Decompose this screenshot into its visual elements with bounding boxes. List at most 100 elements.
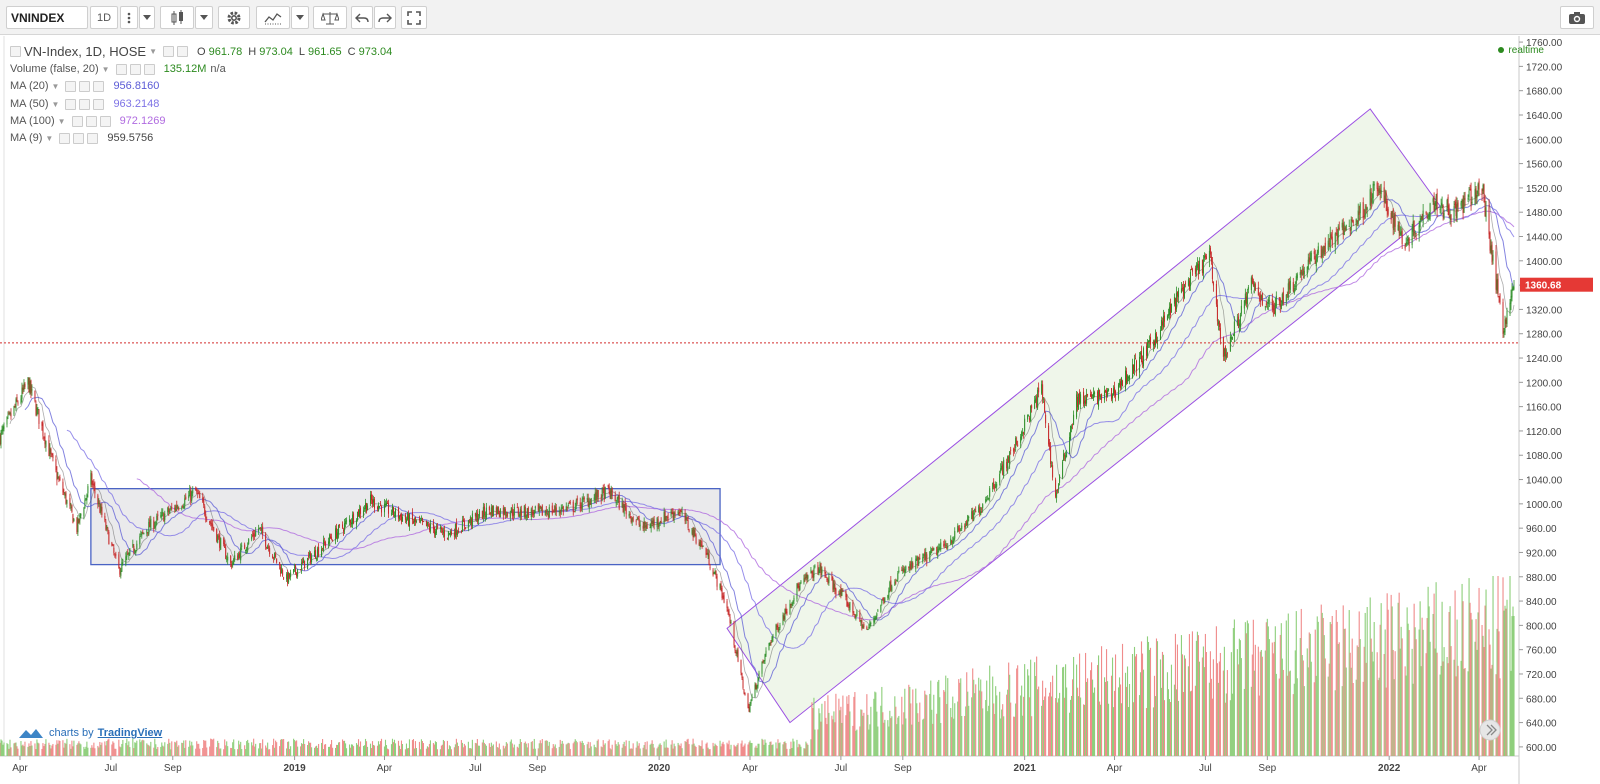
undo-icon[interactable]: [351, 6, 373, 29]
candle-body: [343, 529, 345, 532]
volume-bar: [1274, 626, 1276, 756]
tradingview-link[interactable]: TradingView: [97, 727, 163, 739]
candle-body: [869, 622, 871, 628]
volume-bar: [741, 740, 743, 756]
dropdown-arrow-icon[interactable]: [139, 6, 155, 29]
compare-icon[interactable]: [313, 6, 347, 29]
dropdown-arrow-icon[interactable]: ▼: [149, 47, 158, 56]
candle-body: [1084, 400, 1086, 404]
volume-bar: [1195, 640, 1197, 756]
candle-body: [1022, 432, 1024, 434]
more-vertical-icon[interactable]: [120, 6, 138, 29]
candles-icon[interactable]: [160, 6, 194, 29]
settings-icon[interactable]: [73, 132, 85, 144]
close-icon[interactable]: [93, 98, 105, 110]
candle-body: [812, 573, 814, 579]
camera-icon[interactable]: [1560, 6, 1594, 29]
volume-bar: [622, 744, 624, 756]
volume-bar: [896, 724, 898, 756]
volume-bar: [852, 725, 854, 756]
candle-body: [845, 590, 847, 598]
symbol-search-input[interactable]: VNINDEX: [6, 6, 88, 29]
eye-icon[interactable]: [65, 98, 77, 110]
candle-body: [227, 556, 229, 561]
y-tick-label: 1200.00: [1526, 378, 1563, 389]
candle-body: [834, 584, 836, 591]
candle-body: [1499, 294, 1501, 303]
dropdown-arrow-icon[interactable]: ▼: [57, 116, 66, 126]
candle-body: [1422, 210, 1424, 223]
eye-icon[interactable]: [65, 80, 77, 92]
fullscreen-icon[interactable]: [401, 6, 427, 29]
settings-icon[interactable]: [79, 80, 91, 92]
candle-body: [527, 507, 529, 518]
candle-body: [1030, 405, 1032, 422]
candle-body: [768, 643, 770, 650]
volume-bar: [869, 724, 871, 756]
settings-icon[interactable]: [79, 98, 91, 110]
volume-bar: [1342, 605, 1344, 756]
eye-icon[interactable]: [115, 63, 127, 75]
dropdown-arrow-icon[interactable]: [291, 6, 309, 29]
volume-bar: [1072, 679, 1074, 756]
candle-body: [469, 517, 471, 524]
volume-bar: [1250, 686, 1252, 756]
candle-body: [666, 516, 668, 518]
dropdown-arrow-icon[interactable]: ▼: [51, 99, 60, 109]
close-icon[interactable]: [87, 132, 99, 144]
redo-icon[interactable]: [374, 6, 396, 29]
candle-body: [387, 503, 389, 514]
price-chart[interactable]: 600.00640.00680.00720.00760.00800.00840.…: [0, 36, 1600, 784]
candle-body: [198, 492, 200, 494]
dropdown-arrow-icon[interactable]: [195, 6, 213, 29]
volume-bar: [842, 695, 844, 756]
close-icon[interactable]: [143, 63, 155, 75]
volume-bar: [1499, 678, 1501, 756]
volume-bar: [399, 749, 402, 756]
candle-body: [282, 569, 284, 576]
close-icon[interactable]: [93, 80, 105, 92]
candle-body: [266, 547, 268, 549]
volume-bar: [1470, 612, 1472, 756]
settings-icon[interactable]: [85, 115, 97, 127]
dropdown-arrow-icon[interactable]: ▼: [45, 133, 54, 143]
candle-body: [51, 453, 53, 455]
indicators-icon[interactable]: [256, 6, 290, 29]
candle-body: [975, 511, 977, 513]
volume-bar: [597, 739, 599, 756]
settings-icon[interactable]: [129, 63, 141, 75]
eye-icon[interactable]: [71, 115, 83, 127]
chart-area[interactable]: 600.00 640.00 680.00 720.00 760.00 800.00 840.…: [0, 36, 1600, 784]
candle-body: [154, 525, 156, 528]
dropdown-arrow-icon[interactable]: ▼: [51, 81, 60, 91]
volume-bar: [562, 743, 564, 756]
close-icon[interactable]: [99, 115, 111, 127]
gear-icon[interactable]: [218, 6, 250, 29]
candle-body: [1483, 184, 1485, 202]
candle-body: [707, 552, 709, 557]
volume-bar: [943, 690, 945, 756]
volume-bar: [631, 748, 633, 756]
candle-body: [1401, 231, 1403, 245]
eye-icon[interactable]: [59, 132, 71, 144]
volume-bar: [1285, 620, 1287, 756]
volume-bar: [1399, 648, 1401, 756]
interval-button[interactable]: 1D: [90, 6, 118, 29]
settings-icon[interactable]: [177, 46, 189, 57]
collapse-icon[interactable]: [10, 46, 21, 57]
volume-bar: [511, 743, 513, 756]
volume-bar: [1310, 661, 1312, 756]
candle-body: [233, 558, 235, 565]
candle-body: [390, 513, 392, 515]
volume-bar: [49, 744, 51, 756]
eye-icon[interactable]: [163, 46, 175, 57]
candle-body: [1218, 321, 1220, 328]
candle-body: [86, 494, 88, 501]
candle-body: [930, 550, 932, 554]
volume-bar: [947, 678, 949, 756]
dropdown-arrow-icon[interactable]: ▼: [101, 64, 110, 74]
volume-bar: [323, 749, 325, 756]
tradingview-branding[interactable]: charts by TradingView: [18, 726, 162, 740]
candle-body: [304, 560, 306, 568]
candle-body: [1272, 306, 1274, 311]
